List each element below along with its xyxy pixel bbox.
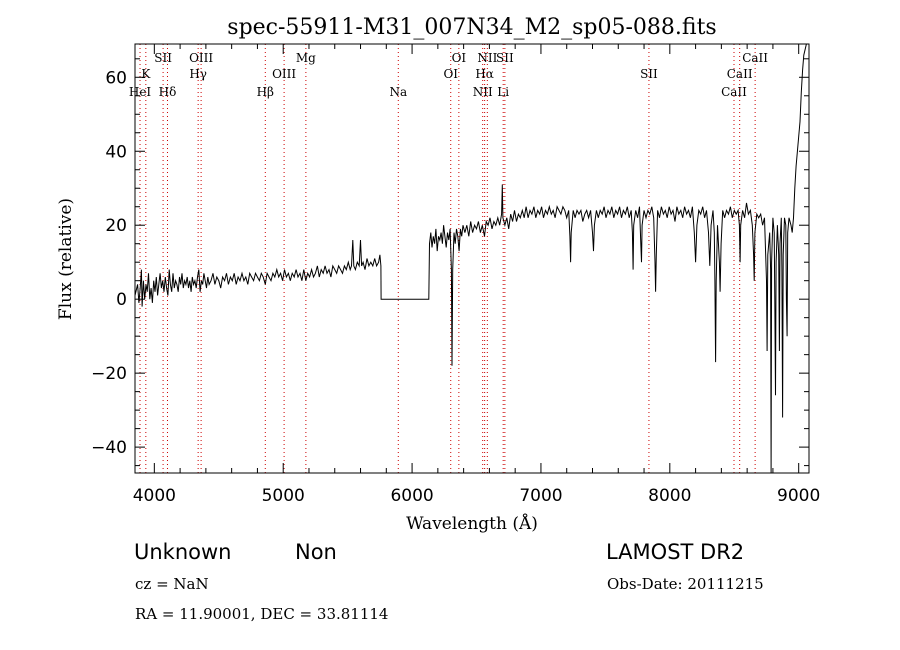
spectral-line-label-0: HeI	[129, 85, 152, 99]
survey-label: LAMOST DR2	[606, 540, 744, 564]
spectral-line-label-17: SII	[640, 67, 658, 81]
plot-area: HeIKSIIHδHγOIIIHβOIIIMgNaOIOINIIHαNIILiS…	[129, 43, 810, 474]
spectral-line-label-15: Li	[497, 85, 509, 99]
spectral-line-label-6: Hβ	[257, 85, 274, 99]
y-tick-label--40: −40	[91, 438, 127, 458]
y-axis-label: Flux (relative)	[56, 198, 76, 320]
y-tick-label-60: 60	[105, 68, 127, 88]
class-label: Unknown	[134, 540, 231, 564]
spectral-line-label-19: CaII	[727, 67, 753, 81]
spectral-line-label-7: OIII	[272, 67, 296, 81]
spectral-line-label-14: NII	[477, 51, 497, 65]
spectral-line-label-1: K	[141, 67, 151, 81]
x-axis: 4000 5000 6000 7000 8000 9000	[133, 44, 820, 506]
spectrum-line-0	[135, 44, 807, 473]
spectral-line-label-12: NII	[473, 85, 493, 99]
spectral-line-label-13: Hα	[475, 67, 494, 81]
obs-date-text: Obs-Date: 20111215	[607, 575, 764, 593]
spectral-line-label-8: Mg	[296, 51, 316, 65]
spectral-line-label-5: OIII	[189, 51, 213, 65]
spectral-line-label-4: Hγ	[189, 67, 207, 81]
subclass-label: Non	[295, 540, 337, 564]
coordinates-text: RA = 11.90001, DEC = 33.81114	[135, 605, 388, 623]
x-tick-label-8000: 8000	[648, 486, 691, 506]
spectral-line-label-10: OI	[443, 67, 458, 81]
y-axis: −40 −20 0 20 40 60	[91, 58, 809, 467]
y-tick-label-20: 20	[105, 216, 127, 236]
chart-title: spec-55911-M31_007N34_M2_sp05-088.fits	[227, 15, 716, 40]
redshift-text: cz = NaN	[135, 575, 209, 593]
y-tick-label--20: −20	[91, 364, 127, 384]
x-tick-label-6000: 6000	[390, 486, 433, 506]
y-tick-label-40: 40	[105, 142, 127, 162]
y-tick-label-0: 0	[116, 290, 127, 310]
x-tick-label-9000: 9000	[777, 486, 820, 506]
spectral-line-label-18: CaII	[721, 85, 747, 99]
x-axis-label: Wavelength (Å)	[406, 513, 538, 534]
spectral-line-label-11: OI	[452, 51, 467, 65]
spectral-line-label-9: Na	[389, 85, 407, 99]
spectral-line-label-16: SII	[496, 51, 514, 65]
plot-frame	[134, 43, 810, 474]
spectral-line-label-2: SII	[154, 51, 172, 65]
x-tick-label-5000: 5000	[262, 486, 305, 506]
x-tick-label-4000: 4000	[133, 486, 176, 506]
spectral-line-label-3: Hδ	[159, 85, 177, 99]
x-tick-label-7000: 7000	[519, 486, 562, 506]
spectral-line-label-20: CaII	[742, 51, 768, 65]
